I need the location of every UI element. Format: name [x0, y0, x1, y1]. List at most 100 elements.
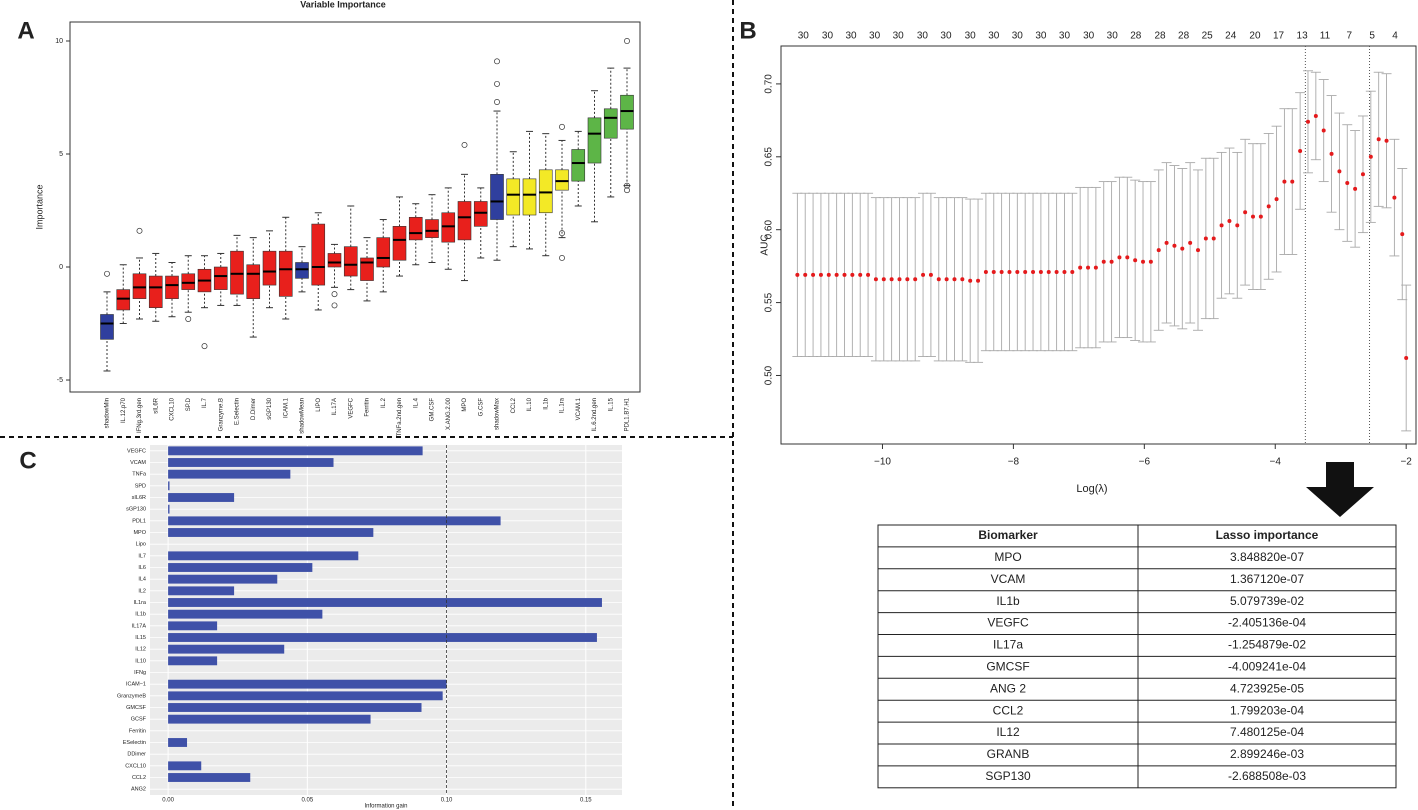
box	[555, 169, 569, 191]
table-cell: -1.254879e-02	[1228, 638, 1306, 652]
y-tick-label: IL12	[135, 647, 146, 653]
point	[1235, 223, 1240, 228]
table-cell: VCAM	[991, 572, 1026, 586]
x-tick-label: −6	[1139, 457, 1151, 468]
bar	[168, 586, 235, 596]
x-tick-label: TNFa.2nd.gen	[397, 398, 403, 436]
top-tick-label: 28	[1178, 31, 1190, 42]
box	[246, 264, 261, 299]
y-tick-label: 0.55	[764, 292, 775, 312]
table-header: Biomarker	[978, 528, 1038, 542]
box	[506, 178, 521, 216]
box	[213, 266, 228, 290]
point	[1101, 259, 1106, 264]
y-tick-label: PDL1	[132, 518, 146, 524]
y-tick-label: IL7	[138, 553, 146, 559]
outlier	[104, 270, 110, 277]
y-tick-label: TNFa	[132, 472, 147, 478]
top-tick-label: 5	[1369, 31, 1375, 42]
box	[116, 289, 131, 311]
point	[952, 277, 957, 282]
point	[1141, 259, 1146, 264]
x-tick-label: CXCL10	[170, 397, 176, 420]
bar	[168, 574, 278, 584]
x-tick-label: IL.1ra	[560, 397, 566, 413]
top-tick-label: 24	[1225, 31, 1237, 42]
point	[913, 277, 918, 282]
point	[1227, 218, 1232, 223]
outlier	[461, 142, 468, 148]
top-tick-label: 4	[1392, 31, 1398, 42]
box	[165, 275, 179, 299]
point	[1023, 269, 1028, 274]
point	[850, 272, 855, 277]
x-tick-label: SP.D	[186, 397, 192, 411]
box	[100, 314, 114, 340]
point	[1093, 265, 1098, 270]
top-tick-label: 25	[1202, 31, 1214, 42]
x-tick-label: IL.7	[202, 397, 208, 408]
x-axis-label: Information gain	[364, 804, 407, 810]
bar	[168, 446, 423, 456]
top-tick-label: 28	[1154, 31, 1166, 42]
point	[944, 277, 949, 282]
bar	[168, 551, 359, 561]
point	[1250, 214, 1255, 219]
table-cell: VEGFC	[987, 616, 1029, 630]
x-tick-label: −8	[1008, 457, 1020, 468]
box	[343, 246, 358, 277]
top-tick-label: 30	[1012, 31, 1024, 42]
bar	[168, 656, 218, 666]
table-cell: -4.009241e-04	[1228, 660, 1306, 674]
point	[1070, 269, 1075, 274]
point	[1258, 214, 1263, 219]
point	[1117, 255, 1122, 260]
box	[457, 201, 472, 241]
x-tick-label: IL.2	[381, 397, 387, 408]
y-tick-label: 0.65	[764, 147, 775, 167]
point	[991, 269, 996, 274]
box	[181, 273, 196, 290]
top-tick-label: 13	[1297, 31, 1309, 42]
point	[1313, 113, 1318, 118]
plot-frame	[69, 21, 641, 393]
outlier	[201, 343, 208, 350]
outlier	[331, 302, 338, 309]
x-tick-label: shadowMean	[300, 398, 306, 434]
box	[408, 216, 423, 241]
point	[1243, 210, 1248, 215]
bar	[168, 738, 188, 747]
y-tick-label: IL15	[135, 635, 146, 641]
y-tick-label: IL17A	[132, 623, 147, 629]
x-tick-label: shadowMax	[495, 398, 501, 430]
chart-title: Variable Importance	[300, 0, 386, 9]
bar	[168, 773, 251, 782]
x-tick-label: ICAM.1	[283, 397, 289, 418]
x-tick-label: G.CSF	[478, 398, 484, 417]
point	[889, 277, 894, 282]
table-cell: 1.367120e-07	[1230, 572, 1304, 586]
point	[1376, 137, 1381, 142]
top-tick-label: 28	[1130, 31, 1142, 42]
x-tick-label: shadowMin	[105, 398, 111, 428]
x-tick-label: IL.12.p70	[121, 397, 127, 423]
outlier	[559, 123, 565, 130]
box	[278, 250, 293, 297]
y-tick-label: 0.70	[764, 74, 775, 94]
point	[897, 277, 902, 282]
arrow	[1306, 462, 1374, 517]
box	[490, 174, 504, 220]
box	[311, 223, 326, 286]
point	[1400, 232, 1405, 237]
point	[1015, 269, 1020, 274]
table-cell: IL12	[996, 725, 1020, 739]
x-tick-label: GM.CSF	[430, 398, 436, 422]
point	[1196, 248, 1201, 253]
table-cell: 1.799203e-04	[1230, 703, 1304, 717]
x-tick-label: VCAM.1	[576, 397, 582, 420]
point	[873, 277, 878, 282]
table-cell: 4.723925e-05	[1230, 681, 1304, 695]
table-cell: 3.848820e-07	[1230, 550, 1304, 564]
box	[148, 275, 163, 308]
point	[1290, 179, 1295, 184]
